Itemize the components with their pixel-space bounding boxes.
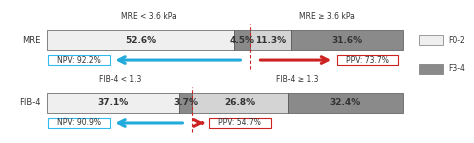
Text: MRE ≥ 3.6 kPa: MRE ≥ 3.6 kPa	[299, 12, 355, 21]
Text: FIB-4 < 1.3: FIB-4 < 1.3	[99, 75, 141, 84]
Bar	[419, 35, 443, 45]
Text: 37.1%: 37.1%	[98, 99, 129, 107]
Text: 11.3%: 11.3%	[255, 36, 286, 44]
Bar	[250, 30, 291, 50]
Text: PPV: 54.7%: PPV: 54.7%	[219, 119, 261, 127]
Text: 26.8%: 26.8%	[225, 99, 255, 107]
Text: 4.5%: 4.5%	[230, 36, 255, 44]
Text: NPV: 92.2%: NPV: 92.2%	[57, 56, 101, 64]
Text: PPV: 73.7%: PPV: 73.7%	[346, 56, 389, 64]
Bar	[419, 64, 443, 74]
Bar	[48, 118, 110, 128]
Bar	[192, 93, 288, 113]
Text: FIB-4 ≥ 1.3: FIB-4 ≥ 1.3	[276, 75, 319, 84]
Bar	[47, 30, 234, 50]
Bar	[291, 30, 403, 50]
Text: MRE: MRE	[22, 36, 40, 44]
Text: 3.7%: 3.7%	[173, 99, 198, 107]
Bar	[209, 118, 271, 128]
Text: 52.6%: 52.6%	[125, 36, 156, 44]
Bar	[337, 55, 398, 65]
Bar	[234, 30, 250, 50]
Text: FIB-4: FIB-4	[19, 99, 40, 107]
Bar	[48, 55, 110, 65]
Text: 32.4%: 32.4%	[330, 99, 361, 107]
Text: NPV: 90.9%: NPV: 90.9%	[57, 119, 101, 127]
Bar	[179, 93, 192, 113]
Text: 31.6%: 31.6%	[331, 36, 362, 44]
Text: F3-4: F3-4	[448, 64, 465, 73]
Text: MRE < 3.6 kPa: MRE < 3.6 kPa	[121, 12, 177, 21]
Text: F0-2: F0-2	[448, 36, 465, 44]
Bar	[47, 93, 179, 113]
Bar	[288, 93, 403, 113]
